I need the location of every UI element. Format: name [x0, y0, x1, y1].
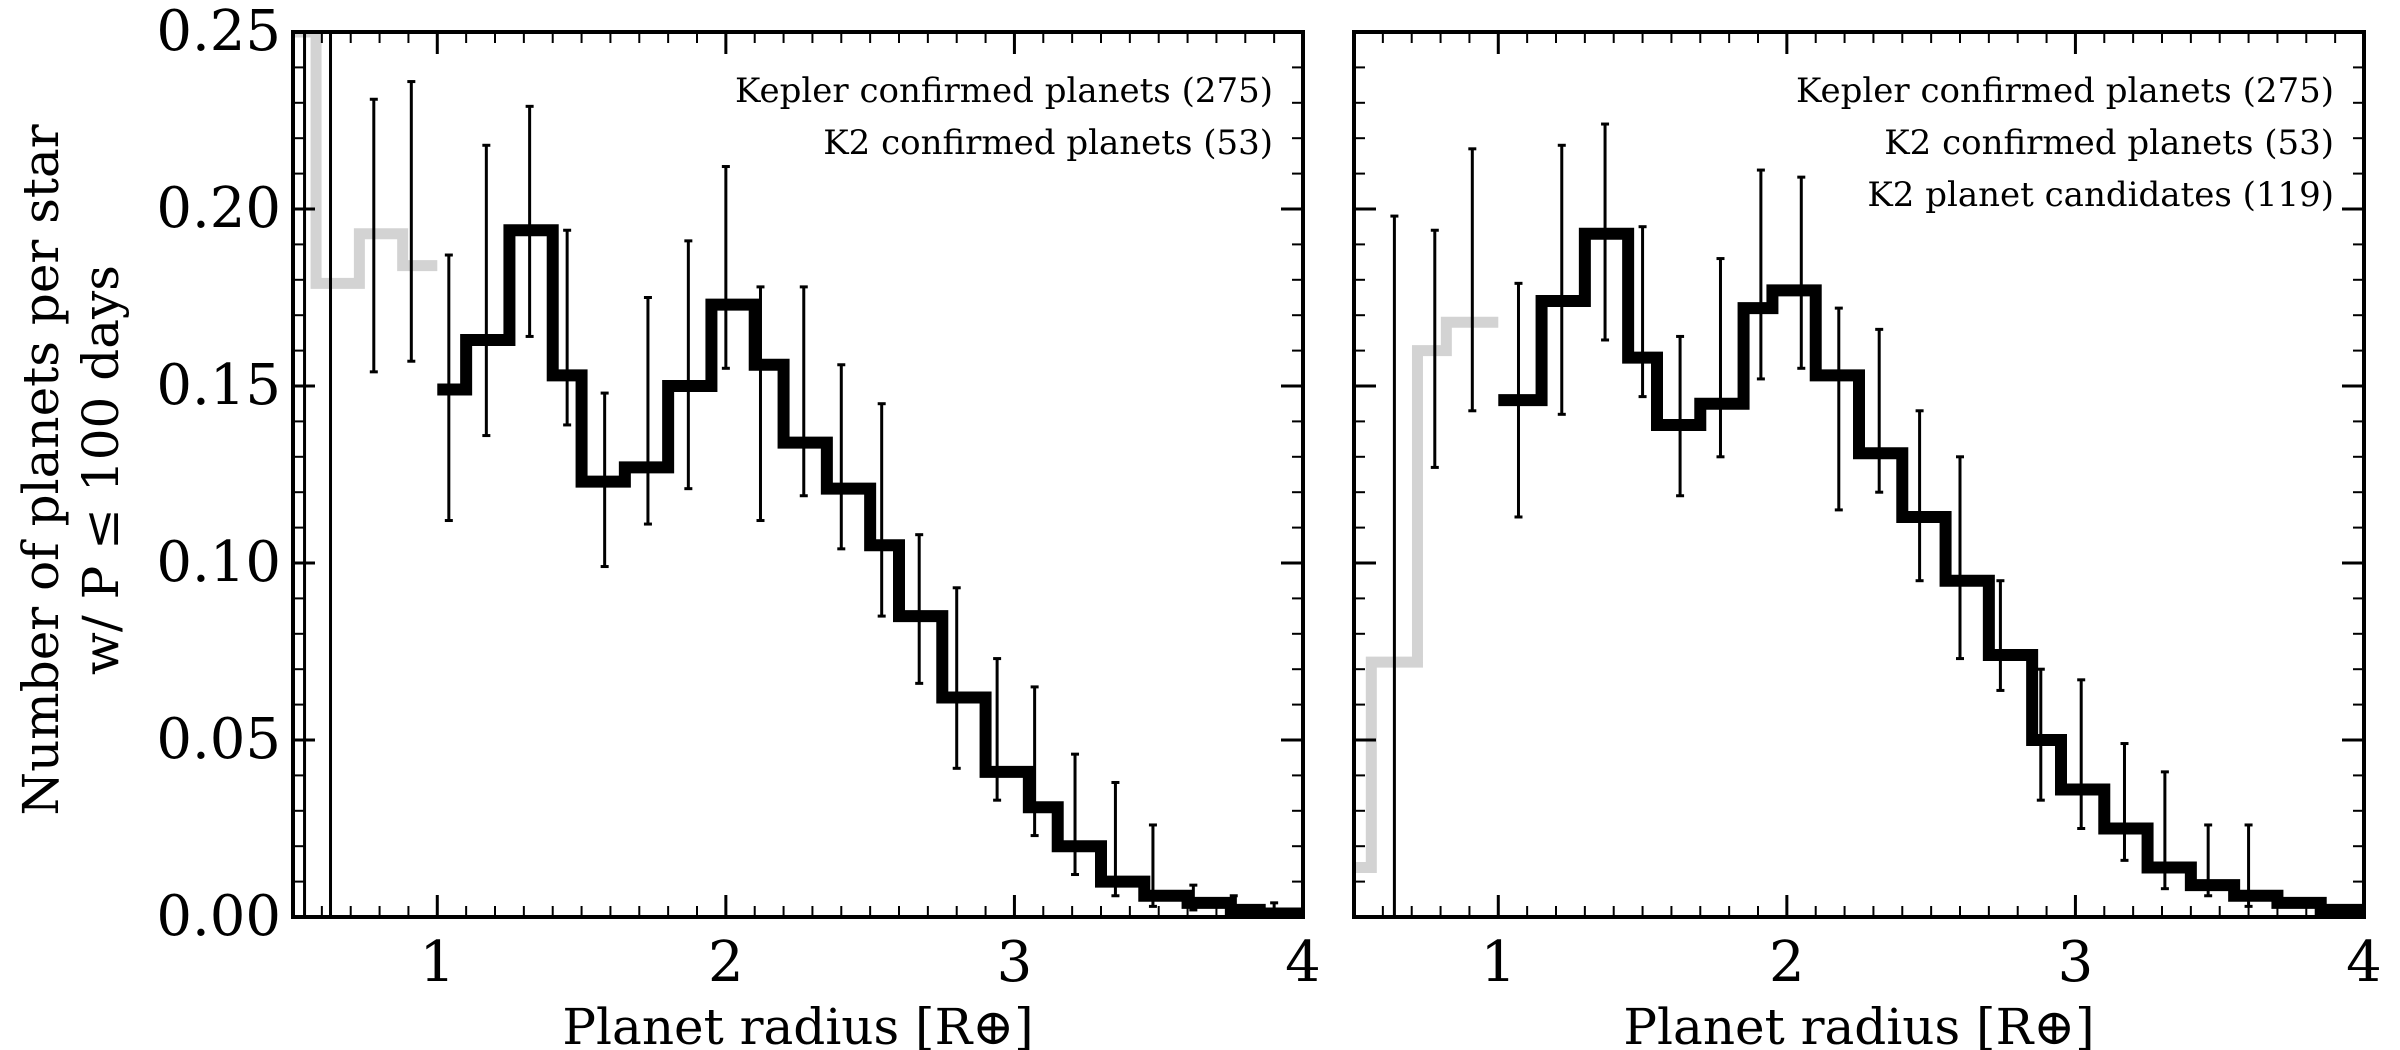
y-tick-label: 0.25 [156, 0, 281, 64]
main-histogram-line [437, 224, 1303, 917]
legend-entry: Kepler confirmed planets (275) [1796, 71, 2334, 111]
x-tick-label: 3 [997, 930, 1033, 995]
x-tick-label: 2 [708, 930, 744, 995]
right-panel: 1 2 3 4 Planet radius [R⊕] Kepler confirmed p… [1352, 30, 2382, 1050]
plot-area [293, 32, 1303, 917]
y-tick-label: 0.10 [156, 530, 281, 595]
plot-frame [291, 30, 1305, 919]
plot-frame [1352, 30, 2366, 919]
x-tick-label: 3 [2058, 930, 2094, 995]
y-tick-label: 0.05 [156, 707, 281, 772]
x-tick-label: 1 [1480, 930, 1516, 995]
x-tick-label: 4 [1285, 930, 1321, 995]
y-axis-title-line1: Number of planets per star [12, 124, 70, 815]
y-tick-label: 0.20 [156, 176, 281, 241]
legend-entry: K2 confirmed planets (53) [1884, 123, 2334, 163]
main-histogram-line [1498, 227, 2364, 916]
y-tick-label: 0.00 [156, 884, 281, 949]
plot-area [1354, 122, 2364, 917]
legend-entry: Kepler confirmed planets (275) [735, 71, 1273, 111]
faded-histogram-line [293, 32, 438, 289]
left-panel: 1 2 3 4 0.00 0.05 0.10 0.15 0.20 0.25 Planet radiu… [156, 0, 1321, 1050]
x-tick-label: 4 [2346, 930, 2382, 995]
x-axis-title: Planet radius [R⊕] [1623, 998, 2094, 1050]
y-axis-title-line2: w/ P ≤ 100 days [72, 265, 130, 675]
legend-entry: K2 planet candidates (119) [1867, 175, 2334, 215]
legend-entry: K2 confirmed planets (53) [823, 123, 1273, 163]
x-tick-label: 1 [419, 930, 455, 995]
x-tick-label: 2 [1769, 930, 1805, 995]
faded-histogram-line [1354, 316, 1499, 873]
y-tick-label: 0.15 [156, 353, 281, 418]
x-axis-title: Planet radius [R⊕] [562, 998, 1033, 1050]
